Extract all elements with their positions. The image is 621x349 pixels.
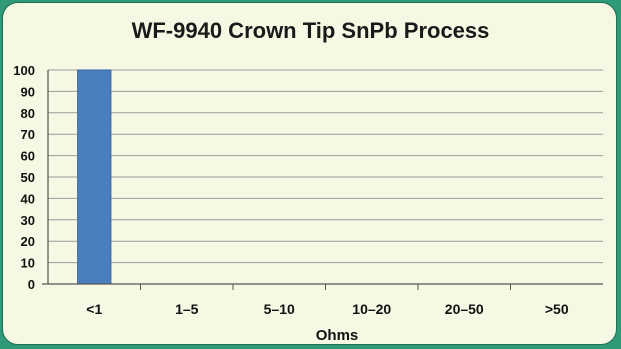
- x-axis-label: Ohms: [316, 327, 359, 344]
- y-tick-label: 80: [21, 106, 35, 121]
- y-axis-ticks: 0 10 20 30 40 50 60 70 80 90 100: [13, 63, 35, 292]
- axes: [42, 70, 603, 290]
- x-tick-label: 20–50: [445, 301, 484, 317]
- y-tick-label: 30: [21, 213, 35, 228]
- y-tick-label: 0: [28, 277, 35, 292]
- x-tick-label: 5–10: [264, 301, 295, 317]
- y-tick-label: 10: [21, 256, 35, 271]
- x-tick-label: <1: [86, 301, 102, 317]
- bar: [77, 69, 112, 285]
- y-tick-label: 60: [21, 149, 35, 164]
- y-tick-label: 100: [13, 63, 35, 78]
- x-tick-label: >50: [545, 301, 569, 317]
- x-tick-label: 1–5: [175, 301, 199, 317]
- x-tick-label: 10–20: [352, 301, 391, 317]
- y-tick-label: 20: [21, 234, 35, 249]
- gridlines: [48, 69, 603, 264]
- y-tick-label: 90: [21, 84, 35, 99]
- y-tick-label: 50: [21, 170, 35, 185]
- y-tick-label: 70: [21, 127, 35, 142]
- chart-title: WF-9940 Crown Tip SnPb Process: [131, 18, 490, 43]
- y-tick-label: 40: [21, 191, 35, 206]
- bars: [77, 69, 112, 285]
- x-axis-ticks: <1 1–5 5–10 10–20 20–50 >50: [86, 301, 569, 317]
